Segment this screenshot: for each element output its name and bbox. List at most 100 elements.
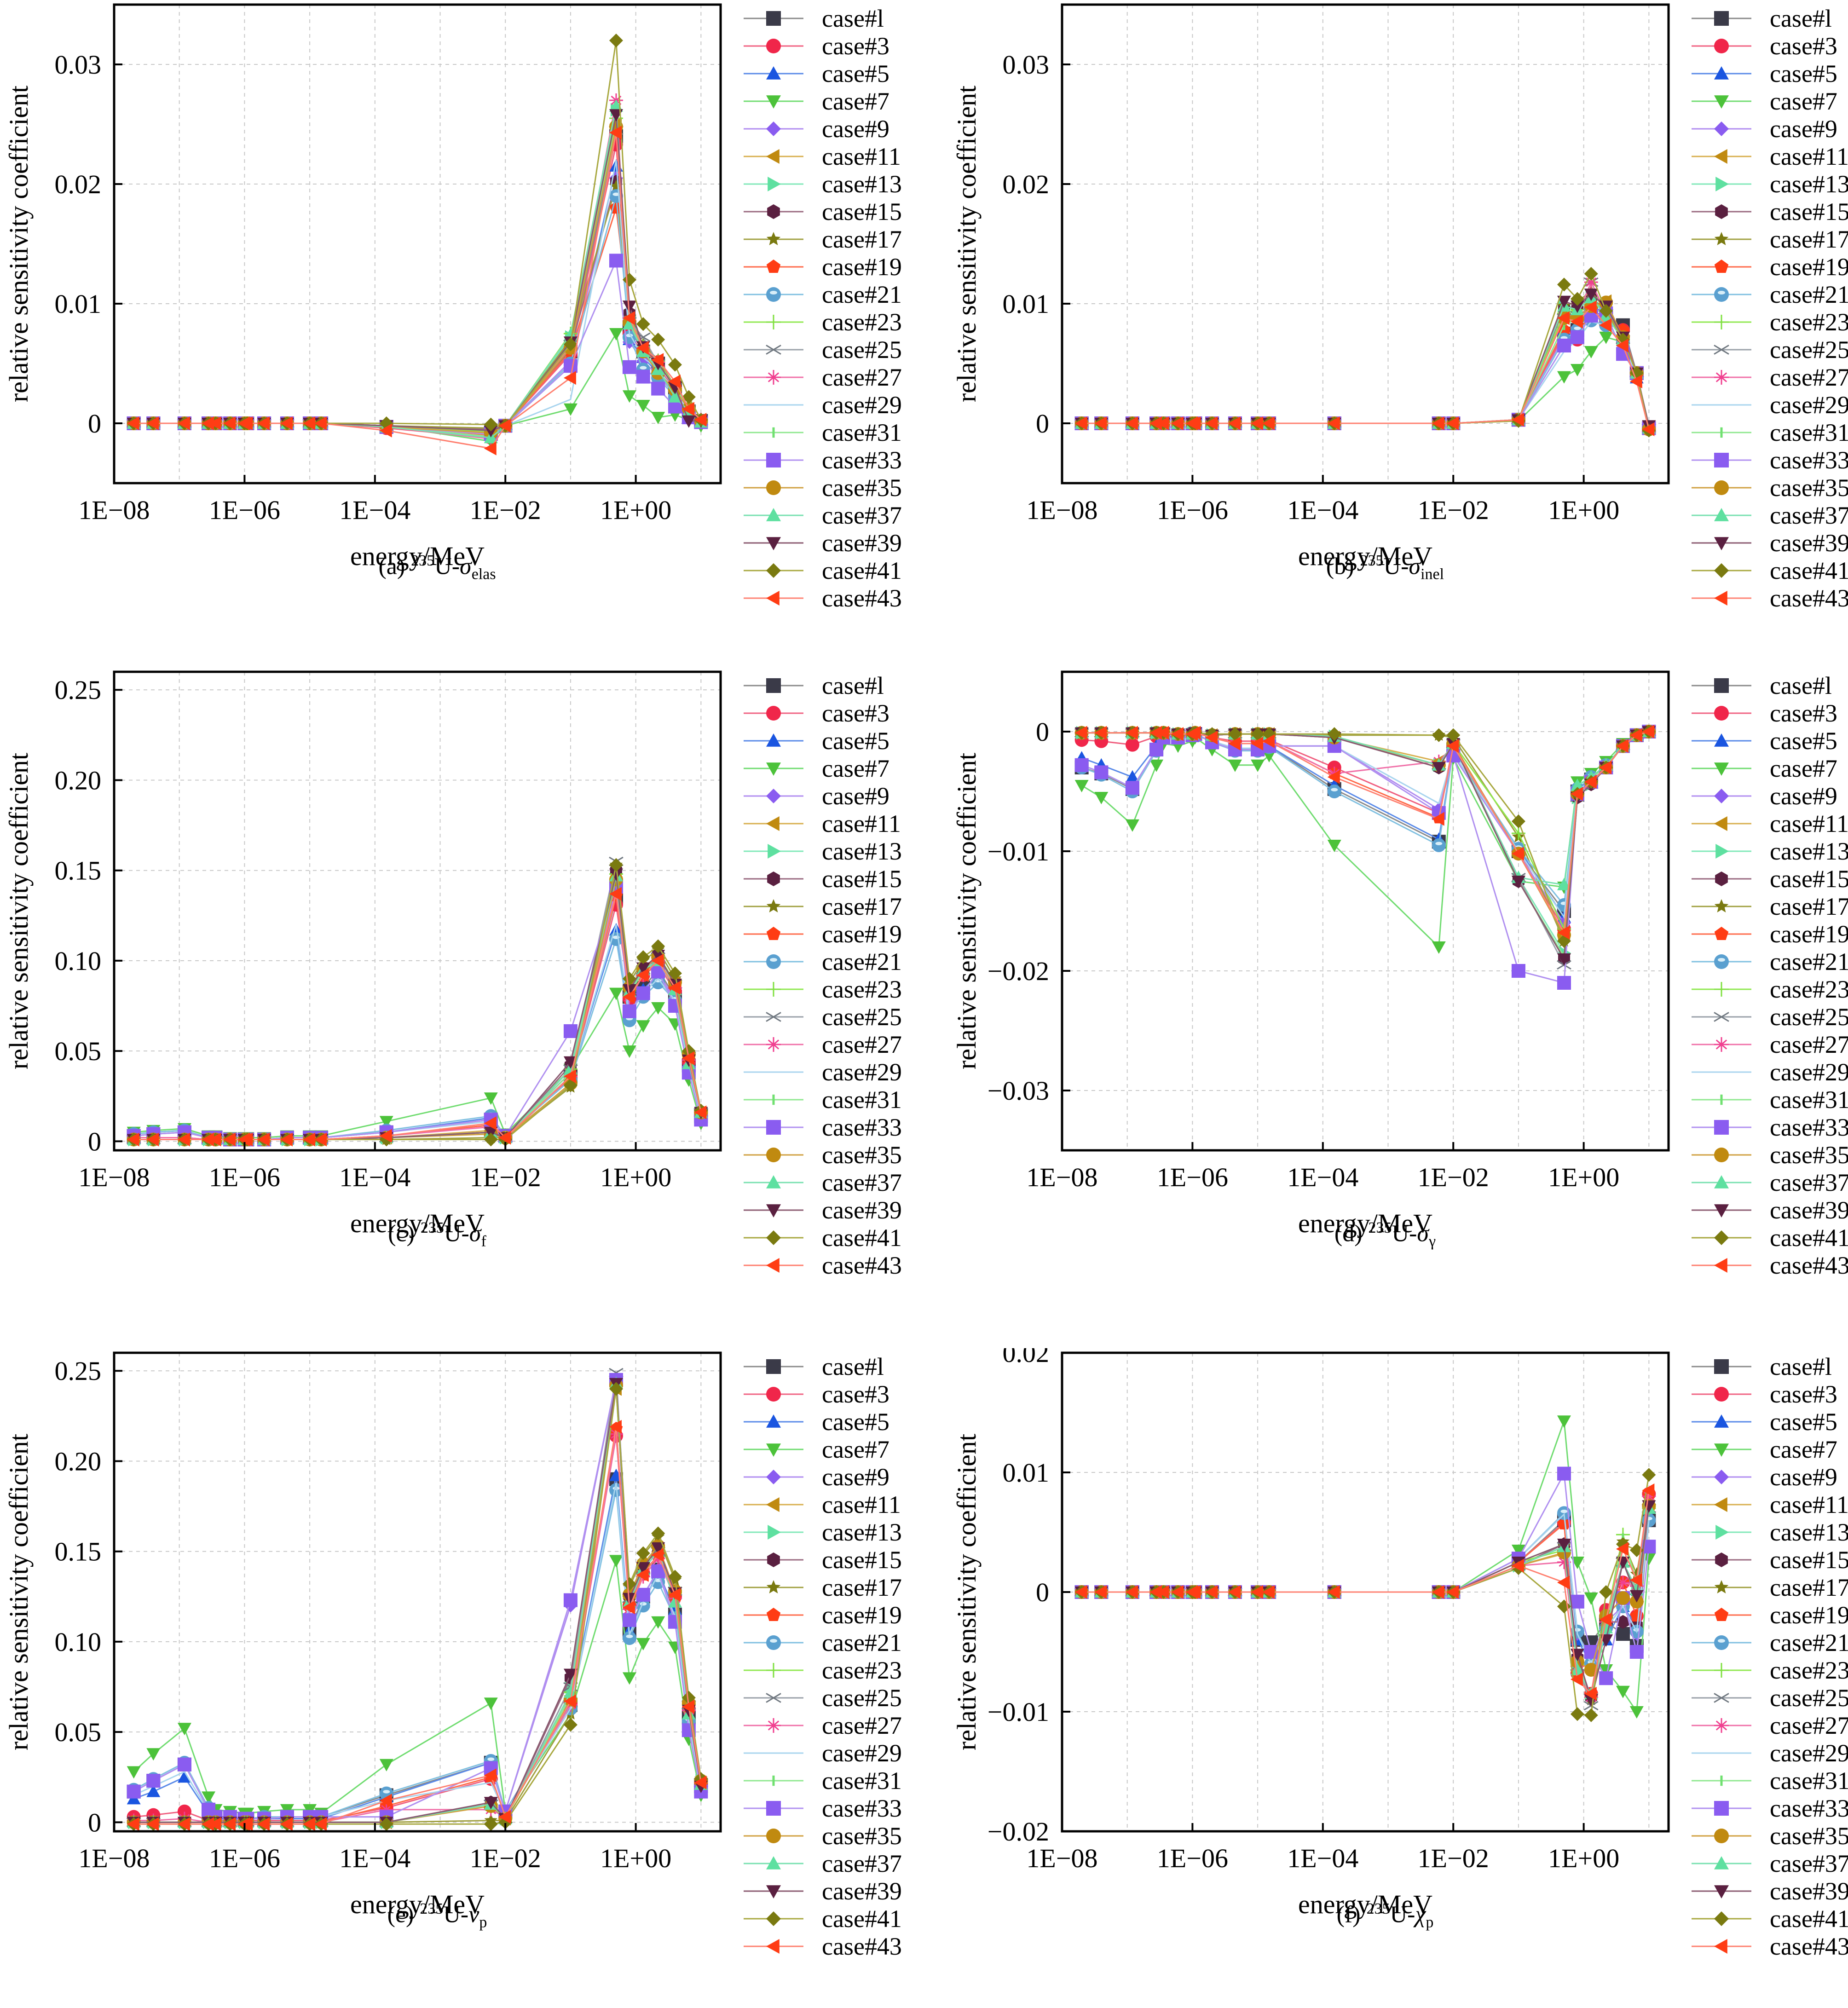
y-tick-label: 0: [88, 1807, 101, 1837]
legend-marker: [766, 260, 781, 273]
data-point: [257, 416, 270, 430]
data-point: [1599, 331, 1613, 344]
legend-label: case#11: [1770, 810, 1848, 837]
legend-label: case#15: [822, 865, 902, 893]
data-point: [1251, 737, 1264, 750]
legend-item: case#19: [1692, 920, 1848, 948]
caption-prefix: (c): [388, 1220, 421, 1247]
series-line: [133, 1383, 702, 1823]
x-tick-labels: 1E−08 1E−06 1E−04 1E−02 1E+00: [1026, 475, 1619, 525]
legend-item: case#35: [1692, 1141, 1848, 1169]
x-tick-label: 1E+00: [1548, 1162, 1619, 1192]
legend-marker: [1714, 816, 1727, 831]
data-point: [668, 358, 682, 372]
y-tick-label: −0.03: [988, 1076, 1049, 1106]
legend-item: case#7: [1692, 1436, 1837, 1463]
legend-item: case#21: [1692, 948, 1848, 975]
series-case-43: [127, 1419, 707, 1831]
legend-item: case#39: [1692, 1196, 1848, 1224]
data-point: [1156, 726, 1169, 740]
data-point: [1570, 787, 1583, 801]
legend-label: case#35: [822, 1822, 902, 1850]
legend-item: case#29: [1692, 1739, 1848, 1767]
series-line: [133, 879, 702, 1140]
legend-marker: [1714, 370, 1729, 385]
legend-label: case#27: [822, 1031, 902, 1058]
legend-marker: [766, 537, 781, 550]
legend-marker: [1714, 1204, 1729, 1217]
y-axis-label: relative sensitivity coefficient: [952, 753, 982, 1069]
legend-item: case#37: [1692, 502, 1848, 529]
legend-item: case#41: [744, 1224, 902, 1252]
legend-marker: [1714, 1885, 1729, 1898]
data-point: [379, 1794, 392, 1808]
chart-panel-d: 1E−08 1E−06 1E−04 1E−02 1E+00 0 −0.01 −0.02 −0.0…: [948, 667, 1848, 1327]
caption-subscript: γ: [1429, 1233, 1436, 1250]
y-tick-label: 0: [88, 409, 101, 439]
data-point: [668, 1587, 681, 1602]
data-point: [563, 1056, 578, 1069]
data-point: [202, 416, 214, 430]
data-point: [177, 1770, 191, 1783]
data-point: [240, 1817, 253, 1831]
series-line: [133, 258, 701, 435]
data-point: [1327, 1585, 1340, 1599]
legend-item: case#21: [744, 1629, 902, 1656]
data-point: [1228, 727, 1242, 741]
y-tick-label: 0.25: [55, 1356, 102, 1386]
data-point: [668, 1569, 682, 1584]
legend-label: case#25: [1770, 1684, 1848, 1712]
legend-marker: [766, 370, 781, 385]
data-point: [484, 441, 497, 456]
series-group: [1074, 725, 1657, 990]
data-point: [127, 1132, 139, 1147]
legend-item: case#25: [744, 1003, 902, 1031]
legend-item: case#29: [1692, 391, 1848, 419]
legend-item: case#43: [744, 1252, 902, 1275]
legend-item: case#33: [744, 1114, 902, 1141]
legend-item: case#3: [744, 32, 889, 60]
legend-marker: [1714, 1580, 1729, 1593]
legend-item: case#29: [1692, 1058, 1848, 1086]
panel-caption: (f) 235U-χp: [948, 1900, 1822, 1932]
x-tick-labels: 1E−08 1E−06 1E−04 1E−02 1E+00: [1026, 1823, 1619, 1873]
legend-marker: [1714, 315, 1729, 329]
data-point: [1570, 300, 1584, 313]
x-axis-label: energy/MeV: [350, 541, 485, 571]
y-axis-label: relative sensitivity coefficient: [4, 753, 34, 1069]
legend-label: case#19: [822, 253, 902, 281]
legend-label: case#7: [1770, 87, 1837, 115]
data-point: [146, 1784, 161, 1797]
y-tick-label: 0.10: [55, 946, 102, 976]
data-point: [651, 1542, 665, 1555]
data-point: [1557, 295, 1571, 308]
data-point: [1557, 339, 1571, 352]
x-tick-label: 1E−04: [339, 1162, 410, 1192]
legend-label: case#35: [1770, 1141, 1848, 1169]
series-case-43: [1074, 300, 1655, 436]
chart-svg-d: 1E−08 1E−06 1E−04 1E−02 1E+00 0 −0.01 −0.02 −0.0…: [952, 670, 1848, 1275]
data-point: [563, 337, 578, 352]
legend-marker: [766, 1718, 781, 1733]
legend-item: case#35: [744, 1141, 902, 1169]
data-point: [563, 403, 578, 416]
marker-highlight: [626, 1634, 633, 1639]
marker-highlight: [1331, 788, 1338, 791]
series-line: [133, 929, 702, 1140]
legend-label: case#21: [822, 1629, 902, 1656]
data-point: [1629, 728, 1642, 742]
legend-marker: [1714, 1175, 1729, 1189]
series-line: [133, 1475, 702, 1820]
legend-label: case#35: [822, 1141, 902, 1169]
data-point: [1251, 1585, 1264, 1599]
caption-element: U-: [444, 1220, 469, 1247]
legend-label: case#41: [1770, 1224, 1848, 1252]
marker-highlight: [770, 1639, 777, 1643]
data-point: [609, 126, 622, 140]
data-point: [1156, 416, 1169, 430]
series-case-25: [1074, 277, 1657, 433]
data-point: [622, 1004, 636, 1018]
panel-caption: (a) 235U-σelas: [0, 552, 874, 583]
data-point: [681, 402, 694, 416]
grid: [1062, 5, 1669, 483]
